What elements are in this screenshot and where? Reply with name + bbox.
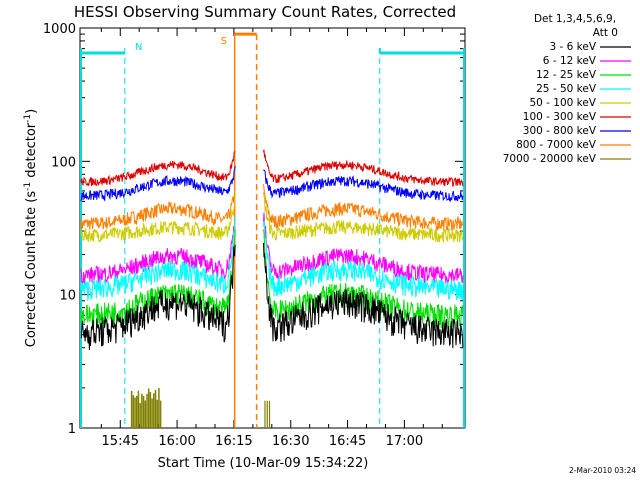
legend-subheader: Att 0 (593, 27, 618, 39)
legend-header: Det 1,3,4,5,6,9, (534, 13, 616, 25)
legend-label: 800 - 7000 keV (516, 139, 597, 151)
legend-label: 6 - 12 keV (543, 55, 597, 67)
series-3-6-kev-post (263, 242, 464, 349)
night-label: N (135, 42, 142, 53)
legend-label: 300 - 800 keV (523, 125, 597, 137)
series-100-300-kev-pre (80, 150, 236, 187)
legend-label: 7000 - 20000 keV (503, 153, 597, 165)
series-25-50-kev-pre (80, 215, 236, 302)
y-tick-label: 1 (68, 422, 76, 437)
x-tick-label: 15:45 (102, 434, 139, 449)
legend-label: 12 - 25 keV (536, 69, 597, 81)
plot-frame (79, 27, 466, 429)
series-6-12-kev-pre (80, 218, 236, 285)
series-12-25-kev-post (263, 229, 464, 329)
series-300-800-kev-post (263, 169, 464, 203)
x-tick-label: 17:00 (386, 434, 423, 449)
x-tick-label: 16:45 (329, 434, 366, 449)
x-axis-label: Start Time (10-Mar-09 15:34:22) (158, 456, 369, 471)
series-7000-20000-kev (130, 388, 271, 428)
series-3-6-kev-pre (80, 244, 236, 351)
series-50-100-kev-post (263, 192, 464, 243)
series-100-300-kev-post (263, 149, 464, 187)
y-axis: 1 10 100 1000 (43, 22, 465, 437)
chart-title: HESSI Observing Summary Count Rates, Cor… (74, 3, 456, 21)
series-300-800-kev-pre (80, 165, 236, 202)
legend: Det 1,3,4,5,6,9, Att 0 3 - 6 keV 6 - 12 k… (503, 13, 631, 165)
legend-label: 25 - 50 keV (536, 83, 597, 95)
series-800-7000-kev-pre (80, 189, 236, 232)
series-6-12-kev-post (263, 212, 464, 285)
y-tick-label: 1000 (43, 22, 76, 37)
saa-label: S (221, 36, 227, 47)
legend-label: 100 - 300 keV (523, 111, 597, 123)
x-axis: 15:45 16:00 16:15 16:30 16:45 17:00 (100, 28, 443, 449)
interval-bars: NS (80, 32, 465, 428)
legend-label: 50 - 100 keV (529, 97, 596, 109)
x-tick-label: 16:00 (158, 434, 195, 449)
series-layer (80, 149, 464, 428)
series-800-7000-kev-post (263, 184, 464, 232)
series-50-100-kev-pre (80, 190, 236, 243)
x-tick-label: 16:30 (272, 434, 309, 449)
x-tick-label: 16:15 (215, 434, 252, 449)
footer-date: 2-Mar-2010 03:24 (569, 466, 636, 475)
y-tick-label: 100 (51, 155, 76, 170)
legend-label: 3 - 6 keV (549, 41, 596, 53)
y-tick-label: 10 (59, 289, 76, 304)
series-25-50-kev-post (263, 220, 464, 301)
y-axis-label: Corrected Count Rate (s-1 detector-1) (23, 109, 39, 347)
series-12-25-kev-pre (80, 229, 236, 329)
